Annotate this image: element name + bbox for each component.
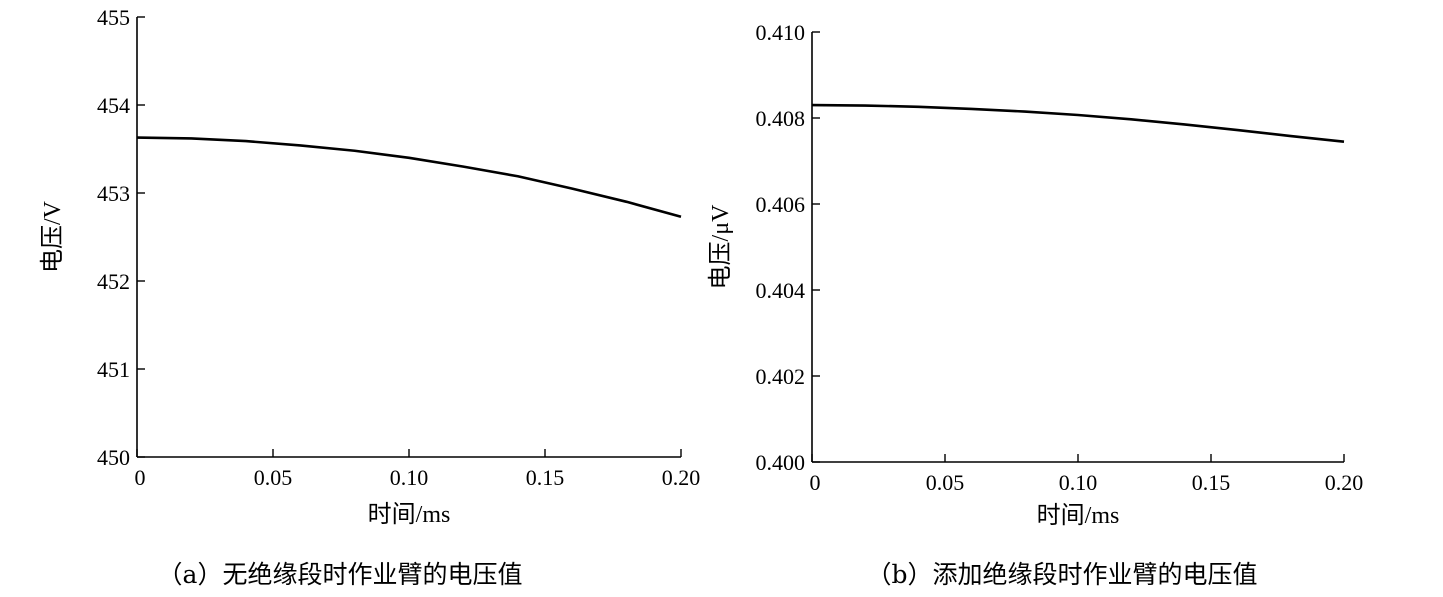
y-tick-label: 0.408 xyxy=(756,106,806,131)
series-line xyxy=(811,103,1345,143)
series-line xyxy=(136,136,682,219)
y-tick-label: 453 xyxy=(97,181,130,206)
x-tick-label: 0.20 xyxy=(662,465,701,490)
y-tick-label: 0.406 xyxy=(756,192,806,217)
chart-a-voltage-without-insulation: 450 451 452 453 454 455 0 0.05 0.10 0.15 0.20 时间/ms… xyxy=(39,5,700,589)
x-tick-label: 0.20 xyxy=(1325,470,1364,495)
y-tick-label: 0.400 xyxy=(756,450,806,475)
x-axis-title: 时间/ms xyxy=(1037,502,1120,529)
y-tick-label: 455 xyxy=(97,5,130,30)
chart-caption: （a）无绝缘段时作业臂的电压值 xyxy=(158,560,523,589)
y-tick-label: 450 xyxy=(97,445,130,470)
y-tick-label: 451 xyxy=(97,357,130,382)
y-tick-label: 0.410 xyxy=(756,20,806,45)
y-axis-title: 电压/μV xyxy=(707,204,734,290)
x-tick-label: 0.10 xyxy=(1059,470,1098,495)
chart-caption: （b）添加绝缘段时作业臂的电压值 xyxy=(866,560,1257,589)
x-tick-label: 0 xyxy=(135,465,146,490)
y-tick-label: 454 xyxy=(97,93,130,118)
x-tick-label: 0.15 xyxy=(1192,470,1231,495)
chart-b-voltage-with-insulation: 0.400 0.402 0.404 0.406 0.408 0.410 0 0.05 0.10 0… xyxy=(707,20,1363,589)
x-tick-label: 0.05 xyxy=(926,470,965,495)
x-axis-title: 时间/ms xyxy=(368,501,451,528)
y-tick-label: 0.404 xyxy=(756,278,806,303)
y-tick-label: 0.402 xyxy=(756,364,806,389)
x-tick-label: 0.05 xyxy=(254,465,293,490)
y-tick-label: 452 xyxy=(97,269,130,294)
y-axis-title: 电压/V xyxy=(39,200,66,273)
x-tick-label: 0 xyxy=(810,470,821,495)
x-tick-label: 0.10 xyxy=(390,465,429,490)
x-tick-label: 0.15 xyxy=(526,465,565,490)
